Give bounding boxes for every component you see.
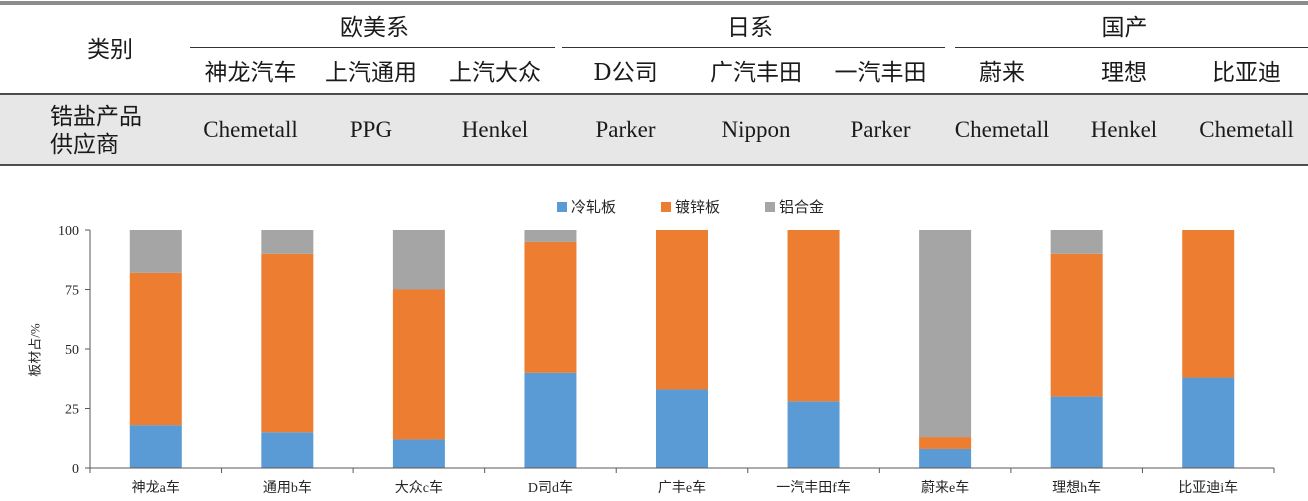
- bar-aluminum-alloy-8: [1050, 230, 1103, 254]
- bar-galvanized-3: [392, 289, 445, 440]
- bar-cold-rolled-5: [656, 389, 708, 468]
- column-header-9: 比亚迪: [1212, 60, 1281, 86]
- bar-galvanized-7: [919, 437, 972, 449]
- group-underline-3: [955, 47, 1308, 48]
- column-header-4: D公司: [593, 60, 658, 86]
- y-tick-label-1: 0: [72, 462, 79, 477]
- bar-cold-rolled-2: [261, 432, 314, 468]
- bar-galvanized-5: [656, 230, 708, 390]
- x-tick-label-8: 理想h车: [1052, 479, 1101, 496]
- bar-cold-rolled-6: [787, 401, 840, 468]
- table-bottom-rule: [0, 164, 1308, 166]
- y-tick-label-2: 25: [65, 403, 79, 418]
- legend: 冷轧板 镀锌板 铝合金: [557, 198, 824, 216]
- group-header-2: 日系: [727, 15, 773, 41]
- legend-label: 冷轧板: [571, 198, 616, 216]
- bar-galvanized-8: [1050, 253, 1103, 397]
- supplier-row-band: [0, 95, 1308, 164]
- legend-label: 铝合金: [779, 199, 824, 216]
- bar-cold-rolled-7: [919, 448, 972, 468]
- x-tick-label-6: 一汽丰田f车: [776, 479, 851, 496]
- legend-item-galvanized: 镀锌板: [661, 198, 720, 216]
- supplier-table: 类别 欧美系 日系 国产 神龙汽车 上汽通用 上汽大众 D公司 广汽丰田 一汽丰…: [0, 0, 1308, 170]
- x-tick-label-2: 通用b车: [263, 479, 312, 496]
- bar-aluminum-alloy-2: [261, 230, 314, 254]
- supplier-cell-1: Chemetall: [203, 117, 298, 142]
- supplier-cell-8: Henkel: [1090, 117, 1158, 142]
- column-header-2: 上汽通用: [325, 60, 417, 86]
- group-underline-1: [190, 47, 555, 48]
- supplier-row-label-line-1: 锆盐产品: [50, 104, 142, 130]
- supplier-row-label-line-2: 供应商: [50, 132, 119, 158]
- group-header-1: 欧美系: [340, 15, 409, 41]
- x-tick-label-3: 大众c车: [395, 479, 443, 496]
- bar-galvanized-9: [1182, 230, 1235, 378]
- x-tick-label-5: 广丰e车: [658, 479, 706, 496]
- bar-aluminum-alloy-1: [129, 230, 182, 273]
- legend-swatch: [557, 202, 567, 212]
- column-header-3: 上汽大众: [449, 60, 541, 86]
- legend-item-cold-rolled: 冷轧板: [557, 198, 616, 216]
- bar-galvanized-4: [524, 241, 577, 373]
- bar-galvanized-1: [129, 272, 182, 426]
- group-header-3: 国产: [1101, 15, 1148, 41]
- supplier-cell-6: Parker: [850, 117, 911, 142]
- y-tick-label-3: 50: [65, 343, 79, 358]
- category-header-label: 类别: [87, 37, 133, 63]
- x-tick-label-9: 比亚迪i车: [1178, 479, 1238, 496]
- x-tick-label-1: 神龙a车: [132, 479, 180, 496]
- y-tick-label-5: 100: [58, 224, 79, 239]
- bar-cold-rolled-9: [1182, 377, 1235, 468]
- bar-cold-rolled-4: [524, 372, 577, 468]
- legend-item-aluminum-alloy: 铝合金: [765, 199, 824, 216]
- supplier-cell-9: Chemetall: [1199, 117, 1294, 142]
- table-top-rule: [0, 1, 1308, 5]
- y-tick-label-4: 75: [65, 284, 79, 299]
- column-header-5: 广汽丰田: [710, 60, 802, 86]
- group-underline-2: [562, 47, 945, 48]
- legend-swatch: [661, 202, 671, 212]
- bar-aluminum-alloy-4: [524, 230, 577, 242]
- bar-cold-rolled-1: [129, 425, 182, 468]
- bar-cold-rolled-8: [1050, 396, 1103, 468]
- x-tick-label-7: 蔚来e车: [921, 479, 969, 496]
- y-axis-title: 板材占/%: [28, 323, 43, 377]
- bar-aluminum-alloy-7: [919, 230, 972, 438]
- supplier-cell-7: Chemetall: [954, 117, 1050, 142]
- bar-aluminum-alloy-3: [392, 230, 445, 290]
- header-divider: [0, 93, 1308, 95]
- bar-galvanized-6: [787, 230, 840, 402]
- supplier-cell-3: Henkel: [461, 117, 529, 142]
- column-header-6: 一汽丰田: [834, 60, 927, 86]
- supplier-cell-4: Parker: [595, 117, 656, 142]
- supplier-cell-5: Nippon: [721, 117, 791, 142]
- supplier-cell-2: PPG: [349, 117, 393, 142]
- bar-cold-rolled-3: [392, 439, 445, 468]
- column-header-7: 蔚来: [979, 60, 1025, 86]
- legend-swatch: [765, 202, 775, 212]
- legend-label: 镀锌板: [675, 198, 720, 216]
- column-header-1: 神龙汽车: [204, 60, 297, 86]
- bar-galvanized-2: [261, 253, 314, 433]
- column-header-8: 理想: [1101, 60, 1147, 86]
- bars: [129, 230, 1235, 468]
- x-tick-label-4: D司d车: [528, 479, 573, 496]
